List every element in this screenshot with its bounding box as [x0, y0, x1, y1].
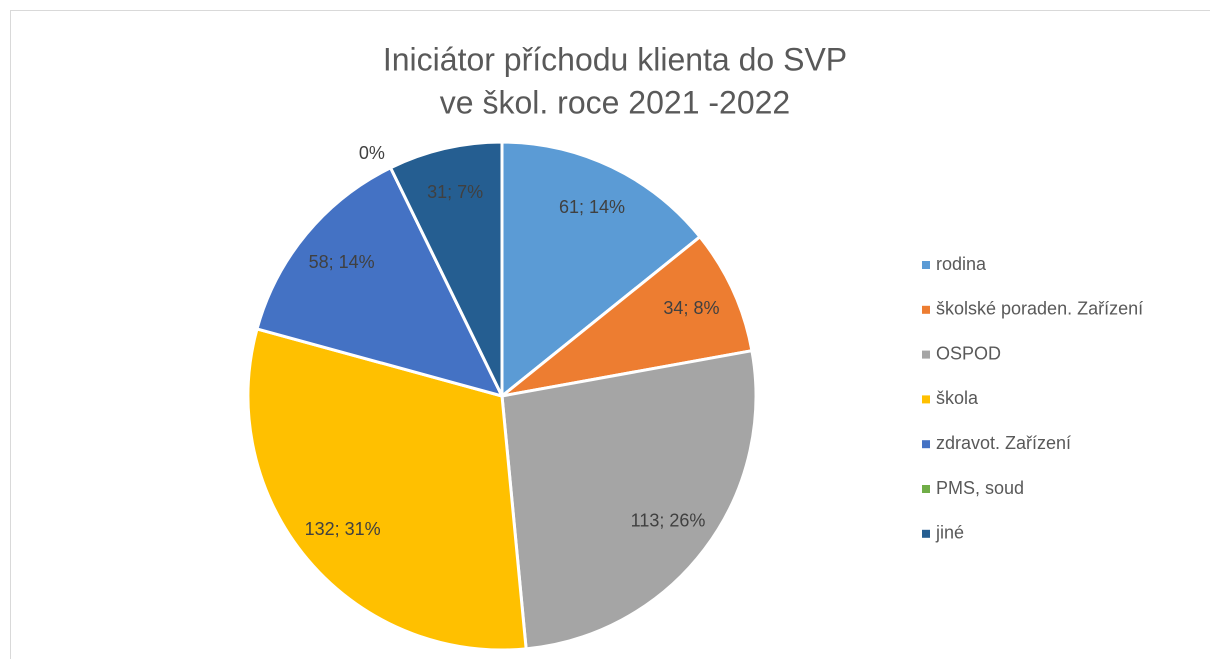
data-label: 113; 26%: [631, 510, 706, 530]
chart-title: Iniciátor příchodu klienta do SVP: [383, 41, 847, 77]
chart-title: ve škol. roce 2021 -2022: [440, 84, 790, 120]
data-label: 34; 8%: [663, 298, 719, 318]
legend-marker: [922, 440, 930, 449]
legend-marker: [922, 350, 930, 359]
legend-label: rodina: [936, 254, 987, 274]
legend-label: zdravot. Zařízení: [936, 433, 1071, 453]
pie-slice: [255, 166, 504, 398]
legend-marker: [922, 485, 930, 493]
pie-slice: [500, 140, 702, 398]
data-label: 0%: [359, 143, 385, 163]
legend-marker: [922, 529, 930, 538]
pie-slice: [389, 140, 504, 398]
legend-label: školské poraden. Zařízení: [936, 299, 1143, 319]
pie-slice: [500, 235, 754, 398]
legend-marker: [922, 395, 930, 404]
legend-label: škola: [936, 388, 979, 408]
legend-label: OSPOD: [936, 343, 1001, 363]
legend-marker: [922, 305, 930, 314]
legend-label: jiné: [935, 523, 964, 543]
data-label: 58; 14%: [309, 252, 375, 272]
pie-slice: [500, 349, 758, 651]
legend-marker: [922, 261, 930, 269]
data-label: 31; 7%: [427, 182, 483, 202]
data-label: 61; 14%: [559, 197, 625, 217]
legend-label: PMS, soud: [936, 478, 1024, 498]
pie-slice: [246, 327, 528, 652]
data-label: 132; 31%: [305, 519, 381, 539]
